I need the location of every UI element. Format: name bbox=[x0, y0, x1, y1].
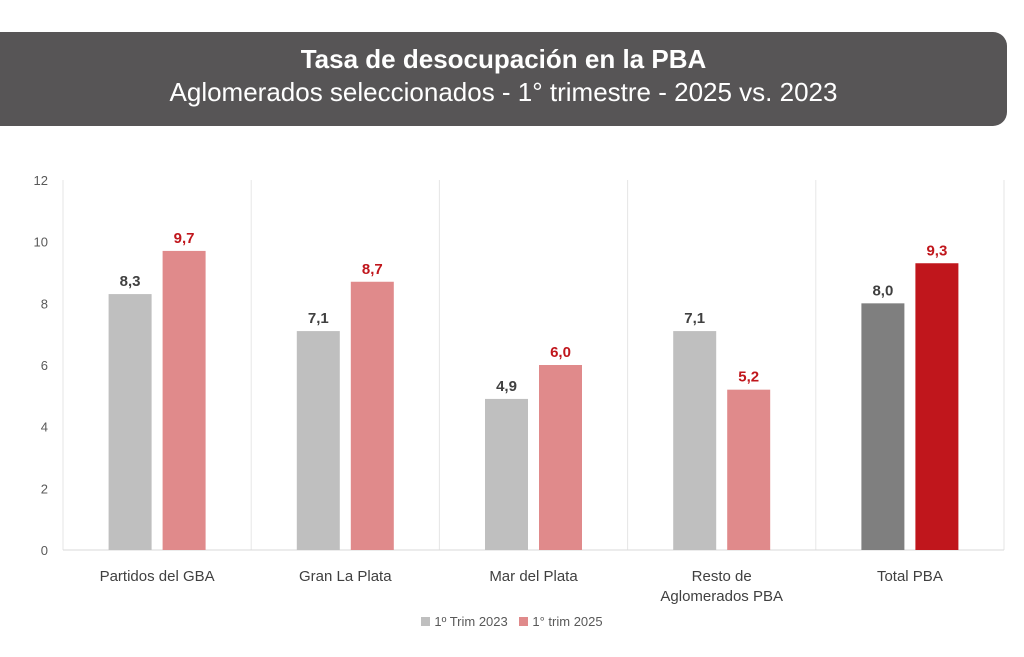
bar-2025 bbox=[915, 263, 959, 550]
bar-2023 bbox=[485, 398, 528, 550]
legend-label-2025: 1° trim 2025 bbox=[532, 614, 603, 629]
bar-2025 bbox=[162, 250, 206, 550]
legend-swatch-2025 bbox=[519, 617, 529, 626]
data-label-2025: 5,2 bbox=[738, 369, 759, 386]
bar-2023 bbox=[673, 331, 717, 550]
y-tick-label: 12 bbox=[34, 173, 48, 188]
x-tick-label: Resto de bbox=[692, 568, 752, 585]
x-tick-label: Partidos del GBA bbox=[100, 568, 215, 585]
data-label-2025: 8,7 bbox=[362, 261, 383, 278]
bar-2023 bbox=[296, 331, 340, 550]
data-label-2023: 7,1 bbox=[684, 310, 705, 327]
bar-2023 bbox=[108, 294, 152, 550]
y-tick-label: 8 bbox=[41, 296, 48, 311]
y-tick-label: 2 bbox=[41, 481, 48, 496]
legend-swatch-2023 bbox=[421, 617, 431, 626]
data-label-2025: 6,0 bbox=[550, 344, 571, 361]
bar-2025 bbox=[350, 281, 394, 550]
data-label-2023: 4,9 bbox=[496, 378, 517, 395]
data-label-2023: 8,3 bbox=[120, 273, 141, 290]
x-tick-label: Gran La Plata bbox=[299, 568, 392, 585]
legend-item-2023: 1º Trim 2023 bbox=[421, 614, 508, 629]
bar-chart: 0 2 4 6 8 10 12 8,3 9,7 Partidos del GBA 7,1 8,7 Gra… bbox=[34, 173, 1005, 605]
bar-2025 bbox=[539, 365, 582, 550]
legend-item-2025: 1° trim 2025 bbox=[519, 614, 603, 629]
y-tick-label: 4 bbox=[41, 420, 48, 435]
title-banner: Tasa de desocupación en la PBA Aglomerad… bbox=[0, 32, 1007, 126]
chart-title: Tasa de desocupación en la PBA bbox=[300, 44, 707, 74]
x-tick-label: Aglomerados PBA bbox=[660, 588, 783, 605]
legend-label-2023: 1º Trim 2023 bbox=[434, 614, 508, 629]
bar-2023 bbox=[861, 303, 905, 550]
data-label-2025: 9,7 bbox=[174, 230, 195, 247]
data-label-2023: 8,0 bbox=[872, 282, 893, 299]
y-tick-label: 6 bbox=[41, 358, 48, 373]
data-label-2025: 9,3 bbox=[926, 242, 947, 259]
chart-subtitle: Aglomerados seleccionados - 1° trimestre… bbox=[169, 77, 838, 107]
chart-legend: 1º Trim 2023 1° trim 2025 bbox=[0, 614, 1024, 629]
x-tick-label: Total PBA bbox=[877, 568, 943, 585]
bar-2025 bbox=[727, 389, 771, 550]
data-label-2023: 7,1 bbox=[308, 310, 329, 327]
x-tick-label: Mar del Plata bbox=[489, 568, 578, 585]
y-tick-label: 0 bbox=[41, 543, 48, 558]
y-tick-label: 10 bbox=[34, 235, 48, 250]
